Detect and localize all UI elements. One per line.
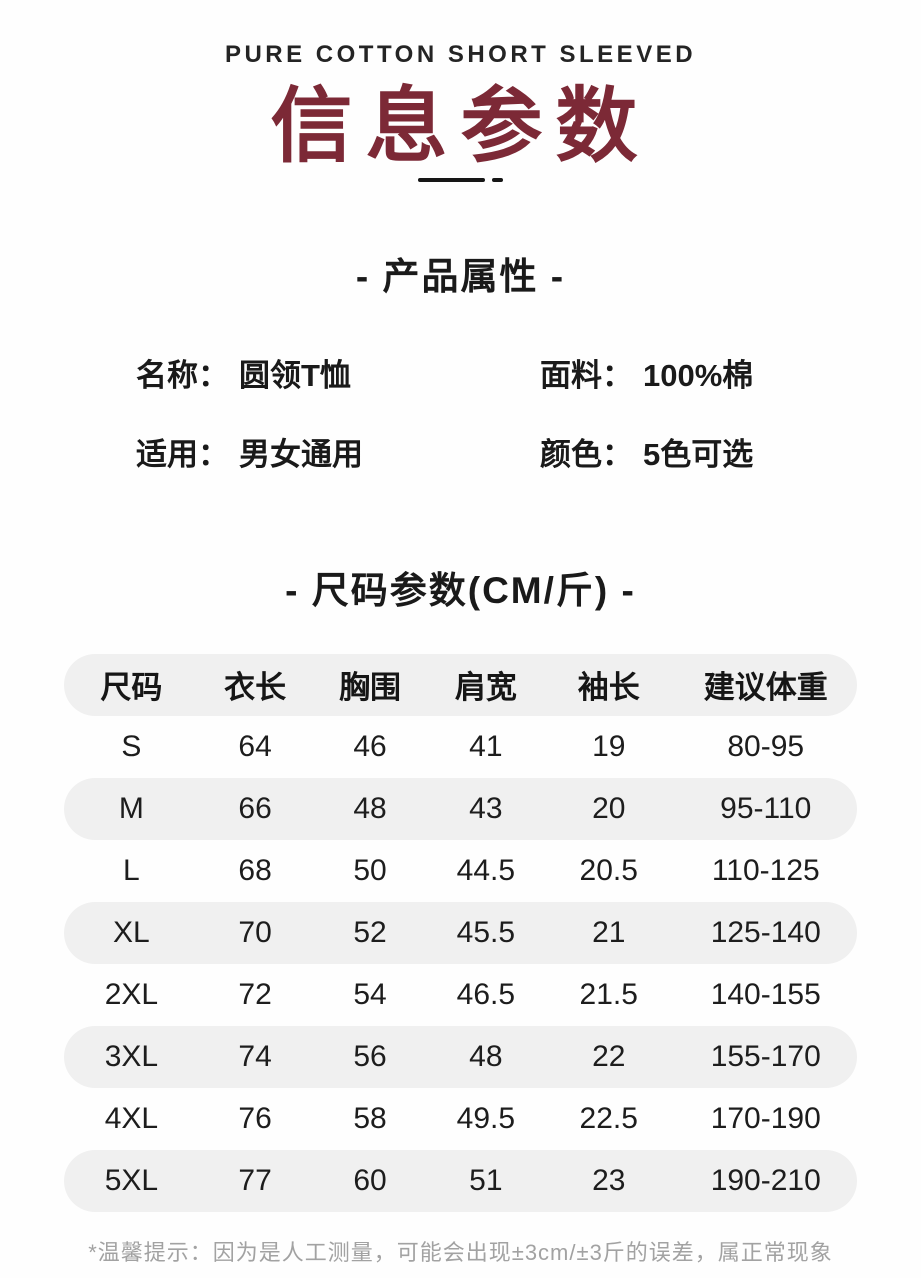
table-cell: 56 bbox=[353, 1039, 387, 1073]
table-header-cell: 尺码 bbox=[100, 670, 163, 706]
table-cell: 170-190 bbox=[710, 1101, 821, 1135]
table-cell: 72 bbox=[238, 977, 272, 1011]
table-cell: 190-210 bbox=[710, 1163, 821, 1197]
attribute-item: 面料： 100%棉 bbox=[540, 350, 921, 395]
table-cell: 20 bbox=[592, 791, 626, 825]
measurement-disclaimer: *温馨提示：因为是人工测量，可能会出现±3cm/±3斤的误差，属正常现象 bbox=[88, 1239, 833, 1265]
tagline: PURE COTTON SHORT SLEEVED bbox=[224, 41, 697, 68]
table-header-cell: 建议体重 bbox=[703, 670, 828, 706]
attribute-label: 面料： bbox=[540, 357, 633, 393]
decoration-short-dash bbox=[492, 177, 503, 182]
attribute-label: 颜色： bbox=[540, 436, 633, 472]
attribute-item: 适用： 男女通用 bbox=[136, 429, 540, 474]
table-cell: 5XL bbox=[104, 1163, 159, 1197]
table-cell: 155-170 bbox=[710, 1039, 821, 1073]
table-cell: 3XL bbox=[104, 1039, 159, 1073]
attribute-label: 适用： bbox=[136, 436, 229, 472]
table-cell: S bbox=[121, 729, 142, 763]
table-cell: 77 bbox=[238, 1163, 272, 1197]
table-cell: 43 bbox=[469, 791, 503, 825]
table-cell: 48 bbox=[353, 791, 387, 825]
table-row: 5XL 77 60 51 23 190-210 bbox=[64, 1149, 857, 1212]
title-underline-decoration bbox=[0, 177, 921, 182]
attribute-value: 100%棉 bbox=[643, 357, 754, 393]
table-cell: 46 bbox=[353, 729, 387, 763]
table-cell: 140-155 bbox=[710, 977, 821, 1011]
table-cell: 64 bbox=[238, 729, 272, 763]
table-cell: 70 bbox=[238, 915, 272, 949]
table-cell: 50 bbox=[353, 853, 387, 887]
table-header-cell: 胸围 bbox=[339, 670, 402, 706]
table-row: L 68 50 44.5 20.5 110-125 bbox=[64, 840, 857, 902]
table-cell: 41 bbox=[469, 729, 503, 763]
attribute-value: 男女通用 bbox=[239, 436, 363, 472]
attribute-value: 5色可选 bbox=[643, 436, 754, 472]
table-cell: 60 bbox=[353, 1163, 387, 1197]
table-cell: 58 bbox=[353, 1101, 387, 1135]
table-cell: 80-95 bbox=[727, 729, 805, 763]
table-cell: 46.5 bbox=[456, 977, 516, 1011]
table-cell: 45.5 bbox=[456, 915, 516, 949]
table-cell: 22 bbox=[592, 1039, 626, 1073]
table-row: 4XL 76 58 49.5 22.5 170-190 bbox=[64, 1088, 857, 1150]
table-row: S 64 46 41 19 80-95 bbox=[64, 716, 857, 778]
attribute-label: 名称： bbox=[136, 357, 229, 393]
table-cell: 21 bbox=[592, 915, 626, 949]
decoration-long-dash bbox=[418, 177, 485, 182]
table-cell: 95-110 bbox=[720, 791, 812, 825]
size-section-title: - 尺码参数(CM/斤) - bbox=[285, 569, 636, 611]
table-cell: 110-125 bbox=[711, 853, 820, 887]
attribute-item: 颜色： 5色可选 bbox=[540, 429, 921, 474]
page-title: 信息参数 bbox=[270, 81, 651, 172]
attribute-item: 名称： 圆领T恤 bbox=[136, 350, 540, 395]
table-cell: 52 bbox=[353, 915, 387, 949]
table-cell: 4XL bbox=[104, 1101, 159, 1135]
table-cell: 66 bbox=[238, 791, 272, 825]
table-cell: L bbox=[123, 853, 140, 887]
table-row: XL 70 52 45.5 21 125-140 bbox=[64, 901, 857, 964]
table-cell: 49.5 bbox=[456, 1101, 516, 1135]
size-table: 尺码 衣长 胸围 肩宽 袖长 建议体重 S 64 46 41 19 80-95 M 66 48 43 20 95-… bbox=[64, 653, 857, 1212]
table-header-cell: 肩宽 bbox=[454, 670, 517, 706]
table-cell: 44.5 bbox=[456, 853, 516, 887]
table-header-row: 尺码 衣长 胸围 肩宽 袖长 建议体重 bbox=[64, 653, 857, 716]
table-cell: M bbox=[118, 791, 144, 825]
table-cell: 2XL bbox=[104, 977, 159, 1011]
table-cell: 54 bbox=[353, 977, 387, 1011]
table-header-cell: 衣长 bbox=[224, 670, 287, 706]
table-cell: 76 bbox=[238, 1101, 272, 1135]
table-row: 3XL 74 56 48 22 155-170 bbox=[64, 1025, 857, 1088]
table-header-cell: 袖长 bbox=[577, 670, 640, 706]
table-cell: 125-140 bbox=[710, 915, 821, 949]
table-cell: 20.5 bbox=[579, 853, 638, 887]
attribute-value: 圆领T恤 bbox=[239, 357, 351, 393]
table-cell: 51 bbox=[469, 1163, 503, 1197]
table-cell: 19 bbox=[592, 729, 626, 763]
table-cell: 48 bbox=[469, 1039, 503, 1073]
table-cell: 22.5 bbox=[579, 1101, 638, 1135]
table-row: M 66 48 43 20 95-110 bbox=[64, 777, 857, 840]
table-row: 2XL 72 54 46.5 21.5 140-155 bbox=[64, 964, 857, 1026]
attributes-section-title: - 产品属性 - bbox=[355, 255, 566, 297]
table-cell: 23 bbox=[592, 1163, 626, 1197]
table-cell: 21.5 bbox=[579, 977, 638, 1011]
attributes-grid: 名称： 圆领T恤 面料： 100%棉适用： 男女通用 颜色： 5色可选 bbox=[136, 350, 921, 474]
table-cell: XL bbox=[113, 915, 150, 949]
table-cell: 74 bbox=[238, 1039, 272, 1073]
table-cell: 68 bbox=[238, 853, 272, 887]
